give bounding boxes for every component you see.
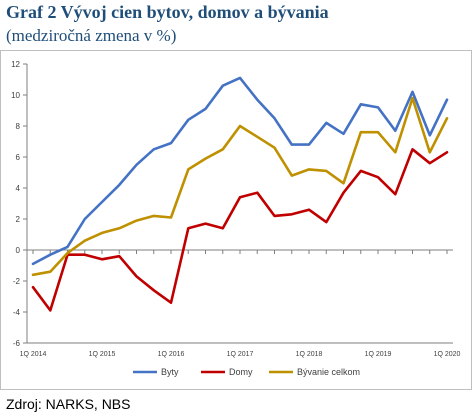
y-tick-label: -2 — [13, 277, 21, 286]
y-tick-label: 6 — [16, 153, 21, 162]
y-tick-label: 8 — [16, 122, 21, 131]
x-tick-label: 1Q 2020 — [434, 351, 461, 358]
x-tick-label: 1Q 2019 — [365, 351, 392, 358]
legend-label-3: Bývanie celkom — [297, 367, 360, 377]
x-tick-label: 1Q 2018 — [296, 351, 323, 358]
y-tick-label: 4 — [16, 184, 21, 193]
page-subtitle: (medziročná zmena v %) — [6, 26, 177, 45]
legend-label-1: Byty — [161, 367, 179, 377]
y-tick-label: 10 — [11, 91, 20, 100]
series-line-2 — [31, 148, 449, 312]
x-tick-label: 1Q 2017 — [227, 351, 254, 358]
y-tick-label: -6 — [13, 339, 21, 348]
page-title: Graf 2 Vývoj cien bytov, domov a bývania — [6, 2, 329, 22]
x-tick-label: 1Q 2014 — [20, 351, 47, 358]
series-line-1 — [31, 76, 449, 266]
x-tick-label: 1Q 2015 — [89, 351, 116, 358]
legend-label-2: Domy — [229, 367, 253, 377]
line-chart: -6 -4 -2 0 2 4 6 8 10 12 1Q 2014 1Q 2015 1Q 2016 1Q 2… — [11, 60, 461, 377]
y-tick-label: 0 — [16, 246, 21, 255]
y-tick-label: 2 — [16, 215, 21, 224]
x-tick-label: 1Q 2016 — [158, 351, 185, 358]
y-tick-label: -4 — [13, 308, 21, 317]
series-line-3 — [31, 96, 449, 277]
source-note: Zdroj: NARKS, NBS — [6, 396, 131, 412]
y-tick-label: 12 — [11, 60, 20, 69]
chart-container: -6 -4 -2 0 2 4 6 8 10 12 1Q 2014 1Q 2015 1Q 2016 1Q 2… — [0, 50, 472, 390]
